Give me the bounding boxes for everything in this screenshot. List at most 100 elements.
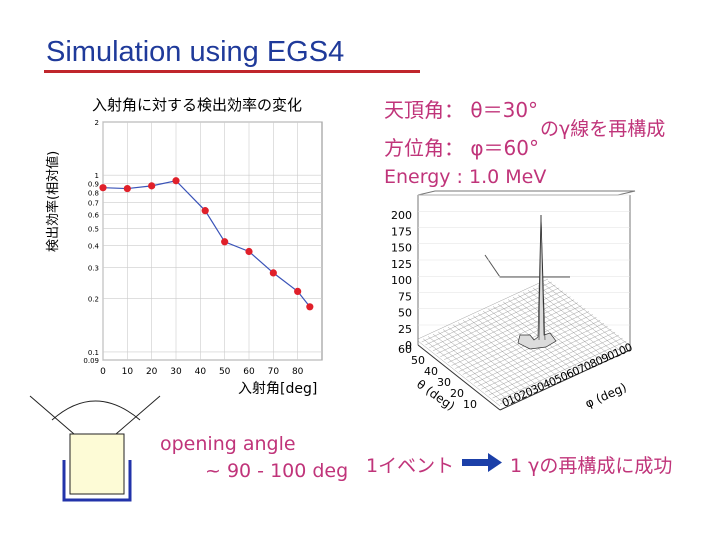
efficiency-point: [269, 269, 277, 277]
opening-line-right: [115, 395, 161, 435]
theta-tick-label: 20: [450, 387, 464, 400]
theta-axis-line: [417, 344, 501, 411]
chart-title: 入射角に対する検出効率の変化: [92, 96, 303, 114]
result-event-count: 1イベント: [366, 455, 455, 477]
x-tick-label: 80: [292, 367, 304, 377]
theta-tick-label: 60: [398, 343, 412, 356]
z-tick-label: 125: [391, 258, 412, 271]
theta-tick-label: 30: [437, 376, 451, 389]
opening-line-left: [29, 395, 75, 435]
opening-arc: [51, 400, 141, 421]
y-tick-label: 0.8: [88, 189, 99, 197]
mesh-line: [422, 338, 506, 404]
x-tick-label: 60: [243, 367, 255, 377]
phi-axis-line: [499, 349, 631, 411]
theta-tick-label: 40: [424, 365, 438, 378]
z-tick-label: 50: [398, 307, 412, 320]
y-tick-label: 0.6: [88, 211, 100, 219]
mesh-line: [427, 336, 511, 402]
y-tick-label: 0.1: [88, 349, 99, 357]
detector-volume: [69, 433, 125, 495]
mesh-line: [442, 329, 526, 395]
z-tick-label: 100: [391, 274, 412, 287]
y-tick-label: 0.9: [88, 180, 99, 188]
mesh-line: [492, 306, 576, 372]
surface-peak: [517, 214, 557, 350]
mesh-line: [517, 294, 601, 361]
mesh-line: [417, 278, 549, 340]
peak-ridge-2: [540, 214, 546, 341]
y-tick-label: 0.3: [88, 265, 99, 273]
chart-xlabel: 入射角[deg]: [238, 381, 318, 397]
y-tick-label: 2: [95, 119, 99, 127]
z-tick-label: 175: [391, 225, 412, 238]
theta-tick-label: 50: [411, 354, 425, 367]
peak-ridge: [538, 214, 542, 341]
detector-vessel: [62, 460, 132, 502]
mesh-line: [507, 299, 591, 365]
efficiency-point: [245, 247, 253, 256]
z-tick-label: 150: [391, 242, 412, 255]
y-tick-label: 0.7: [88, 200, 99, 208]
chart-grid: [102, 121, 323, 361]
efficiency-point: [123, 184, 131, 193]
mesh-line: [457, 322, 541, 388]
mesh-line: [462, 320, 546, 386]
mesh-line: [437, 331, 521, 397]
floor-corner-line: [484, 254, 570, 278]
mesh-line: [467, 317, 551, 384]
y-tick-label: 0.09: [83, 357, 99, 365]
y-tick-label: 0.2: [88, 296, 99, 304]
x-tick-label: 50: [219, 367, 231, 377]
result-success: 1 γの再構成に成功: [510, 455, 673, 477]
mesh-line: [432, 333, 516, 400]
y-tick-label: 0.4: [88, 243, 100, 251]
reconstruct-suffix: のγ線を再構成: [540, 118, 666, 140]
arrow-head: [488, 453, 502, 472]
x-tick-label: 10: [122, 367, 134, 377]
x-tick-label: 70: [268, 367, 280, 377]
zenith-angle: 天頂角： θ＝30°: [384, 98, 539, 122]
azimuth-angle: 方位角： φ＝60°: [384, 136, 539, 160]
mesh-line: [452, 324, 536, 391]
chart-series: [99, 177, 314, 311]
mesh-line: [512, 296, 596, 363]
efficiency-point: [172, 177, 180, 185]
slide-title: Simulation using EGS4: [46, 36, 345, 68]
efficiency-point: [306, 303, 314, 311]
box-top-back: [417, 190, 636, 196]
detector-diagram: [29, 395, 161, 502]
efficiency-point: [294, 287, 302, 296]
surface-z-ticks: 200 175 150 125 100 75 50 25 0: [391, 209, 412, 352]
x-tick-label: 20: [146, 367, 158, 377]
chart-axes: 0 10 20 30 40 50 60 70 80 2 10.90.8 0.7 0.6 0.5 0.4 0.3…: [83, 119, 303, 377]
mesh-line: [522, 292, 606, 358]
y-tick-label: 1: [95, 172, 99, 180]
plot-frame: [102, 121, 323, 361]
x-tick-label: 0: [100, 367, 106, 377]
z-tick-label: 0: [405, 339, 412, 352]
mesh-line: [542, 283, 626, 349]
mesh-line: [537, 285, 621, 351]
efficiency-point: [201, 207, 209, 215]
theta-tick-label: 10: [463, 398, 477, 411]
z-tick-label: 200: [391, 209, 412, 222]
opening-angle-value: ~ 90 - 100 deg: [205, 460, 349, 482]
mesh-line: [532, 287, 616, 354]
x-tick-label: 30: [170, 367, 182, 377]
result-arrow: [462, 453, 502, 472]
surface-mesh: [417, 278, 631, 407]
y-tick-label: 0.5: [88, 225, 99, 233]
x-tick-label: 40: [195, 367, 207, 377]
z-tick-label: 75: [398, 290, 412, 303]
efficiency-point: [148, 182, 156, 190]
opening-angle-label: opening angle: [160, 433, 296, 455]
mesh-line: [472, 315, 556, 381]
title-underline: [44, 70, 420, 73]
energy-label: Energy : 1.0 MeV: [384, 166, 547, 188]
surface-z-grid: [418, 194, 630, 326]
mesh-line: [477, 313, 561, 379]
